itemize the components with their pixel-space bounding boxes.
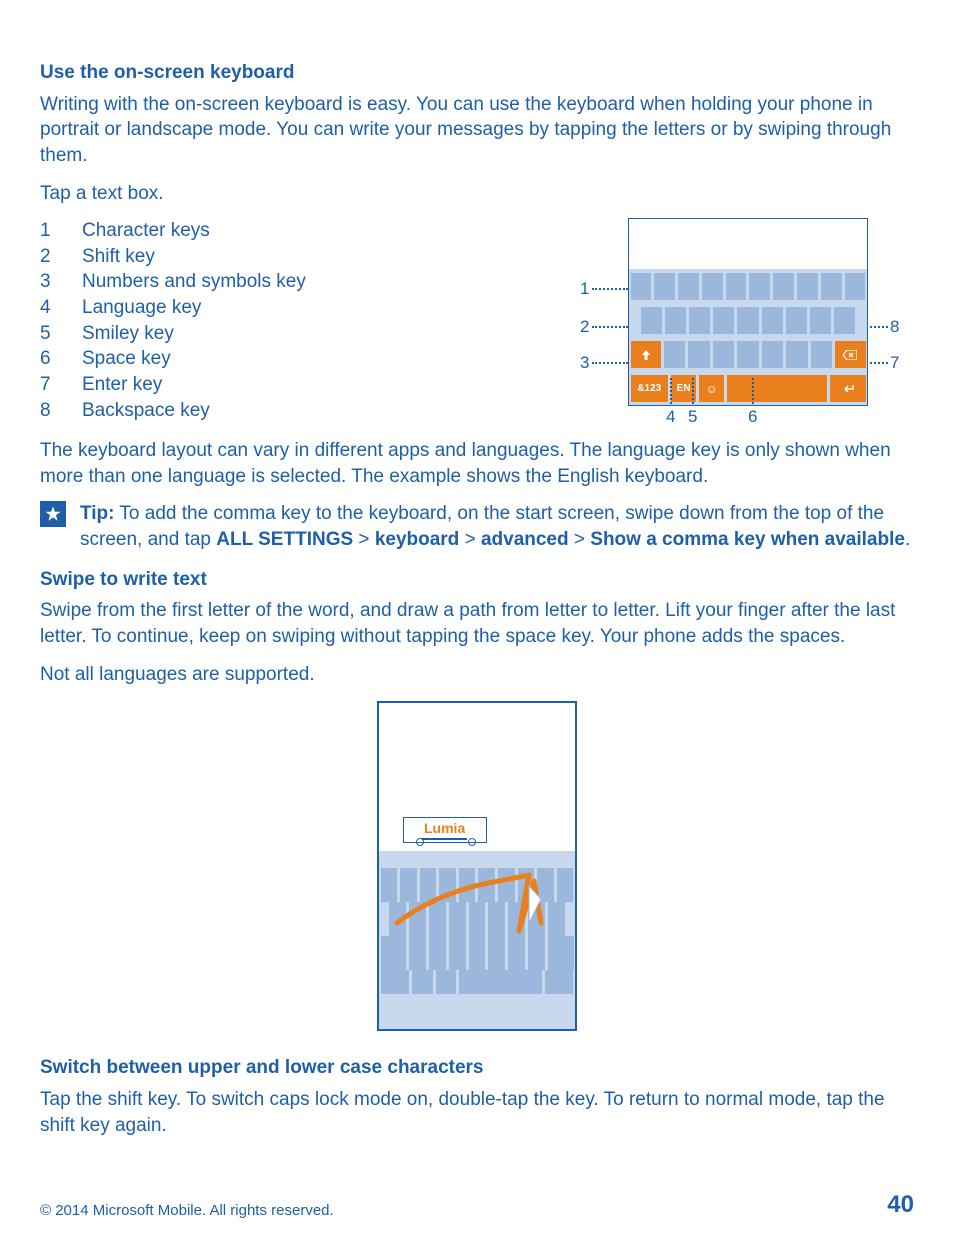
list-item: 2Shift key bbox=[40, 244, 554, 270]
keyboard-diagram: &123 EN ☺ 1 2 3 8 bbox=[574, 218, 914, 438]
page-number: 40 bbox=[887, 1189, 914, 1221]
list-item: 3Numbers and symbols key bbox=[40, 269, 554, 295]
callout: 4 bbox=[666, 406, 675, 429]
heading: Switch between upper and lower case char… bbox=[40, 1055, 914, 1081]
list-item: 7Enter key bbox=[40, 372, 554, 398]
heading: Use the on-screen keyboard bbox=[40, 60, 914, 86]
swipe-body: Swipe from the first letter of the word,… bbox=[40, 598, 914, 649]
diagram-row bbox=[629, 269, 867, 303]
shift-key-icon bbox=[631, 341, 661, 368]
tip-box: Tip: To add the comma key to the keyboar… bbox=[40, 501, 914, 552]
list-num: 6 bbox=[40, 346, 82, 372]
callout: 5 bbox=[688, 406, 697, 429]
list-label: Smiley key bbox=[82, 321, 174, 347]
callout: 7 bbox=[890, 352, 899, 375]
list-item: 6Space key bbox=[40, 346, 554, 372]
list-label: Language key bbox=[82, 295, 201, 321]
tip-text: Tip: To add the comma key to the keyboar… bbox=[80, 501, 914, 552]
swipe-word: Lumia bbox=[422, 819, 467, 840]
list-label: Backspace key bbox=[82, 398, 210, 424]
list-label: Character keys bbox=[82, 218, 210, 244]
footer: © 2014 Microsoft Mobile. All rights rese… bbox=[40, 1189, 914, 1221]
selection-handle-icon bbox=[416, 838, 424, 846]
copyright: © 2014 Microsoft Mobile. All rights rese… bbox=[40, 1201, 334, 1221]
callout: 6 bbox=[748, 406, 757, 429]
smiley-key-icon: ☺ bbox=[699, 375, 724, 402]
heading: Swipe to write text bbox=[40, 567, 914, 593]
case-body: Tap the shift key. To switch caps lock m… bbox=[40, 1087, 914, 1138]
backspace-key-icon bbox=[835, 341, 865, 368]
symbols-key: &123 bbox=[631, 375, 669, 402]
list-item: 8Backspace key bbox=[40, 398, 554, 424]
section-use-keyboard: Use the on-screen keyboard Writing with … bbox=[40, 60, 914, 553]
callout: 3 bbox=[580, 352, 589, 375]
list-item: 1Character keys bbox=[40, 218, 554, 244]
list-num: 5 bbox=[40, 321, 82, 347]
list-num: 3 bbox=[40, 269, 82, 295]
list-item: 5Smiley key bbox=[40, 321, 554, 347]
list-num: 8 bbox=[40, 398, 82, 424]
space-key bbox=[727, 375, 827, 402]
enter-key-icon bbox=[830, 375, 865, 402]
selection-handle-icon bbox=[468, 838, 476, 846]
layout-note: The keyboard layout can vary in differen… bbox=[40, 438, 914, 489]
list-num: 4 bbox=[40, 295, 82, 321]
diagram-row bbox=[629, 303, 867, 337]
callout: 2 bbox=[580, 316, 589, 339]
list-label: Numbers and symbols key bbox=[82, 269, 306, 295]
diagram-row: &123 EN ☺ bbox=[629, 371, 867, 405]
callout: 1 bbox=[580, 278, 589, 301]
list-label: Space key bbox=[82, 346, 171, 372]
diagram-textbox bbox=[629, 219, 867, 269]
diagram-row bbox=[629, 337, 867, 371]
star-icon bbox=[40, 501, 66, 527]
tap-text: Tap a text box. bbox=[40, 181, 914, 207]
list-label: Shift key bbox=[82, 244, 155, 270]
list-item: 4Language key bbox=[40, 295, 554, 321]
list-num: 1 bbox=[40, 218, 82, 244]
section-swipe: Swipe to write text Swipe from the first… bbox=[40, 567, 914, 1032]
list-num: 2 bbox=[40, 244, 82, 270]
key-legend-list: 1Character keys 2Shift key 3Numbers and … bbox=[40, 218, 554, 423]
swipe-figure: Lumia bbox=[377, 701, 577, 1031]
list-label: Enter key bbox=[82, 372, 162, 398]
list-num: 7 bbox=[40, 372, 82, 398]
intro-paragraph: Writing with the on-screen keyboard is e… bbox=[40, 92, 914, 169]
swipe-note: Not all languages are supported. bbox=[40, 662, 914, 688]
callout: 8 bbox=[890, 316, 899, 339]
section-case: Switch between upper and lower case char… bbox=[40, 1055, 914, 1138]
